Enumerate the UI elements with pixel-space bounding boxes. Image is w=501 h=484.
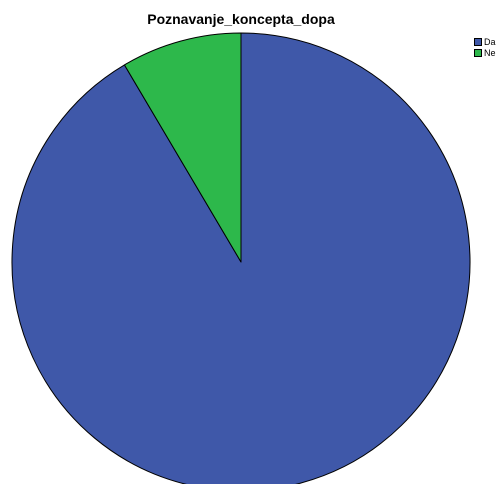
- pie-slice-ne: [123, 32, 242, 263]
- legend-swatch-ne: [474, 48, 482, 57]
- legend: Da Ne: [474, 36, 496, 58]
- chart-title: Poznavanje_koncepta_dopa: [147, 11, 335, 27]
- legend-item-da: Da: [474, 36, 496, 47]
- legend-swatch-da: [474, 37, 482, 46]
- legend-label-da: Da: [484, 36, 496, 47]
- legend-item-ne: Ne: [474, 47, 496, 58]
- pie-slice-da: [11, 32, 471, 484]
- legend-label-ne: Ne: [484, 47, 496, 58]
